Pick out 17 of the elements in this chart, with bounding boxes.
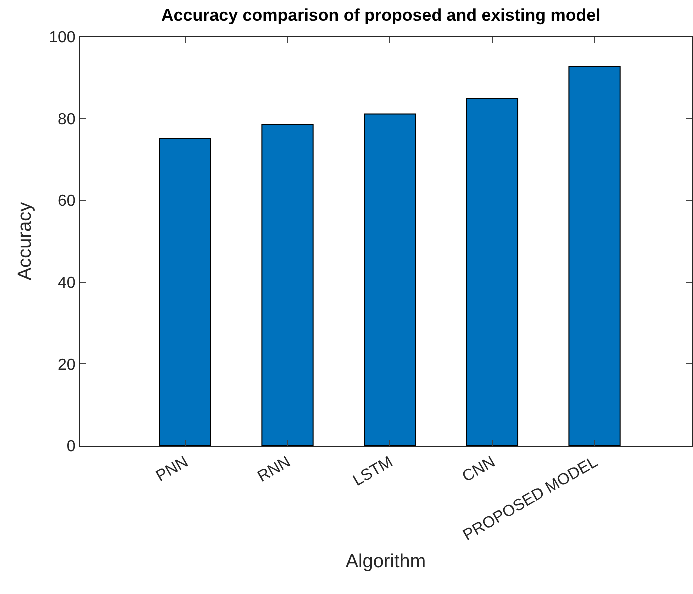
bar bbox=[466, 98, 519, 446]
x-tick-label: CNN bbox=[460, 454, 498, 486]
x-axis-title: Algorithm bbox=[346, 551, 426, 572]
y-tick-label: 0 bbox=[66, 438, 76, 456]
bar bbox=[568, 66, 621, 446]
x-tick-label: RNN bbox=[255, 454, 294, 486]
y-tick-label: 80 bbox=[58, 111, 76, 128]
y-tick-label: 20 bbox=[58, 356, 76, 374]
y-tick-label: 40 bbox=[58, 275, 76, 292]
chart-title: Accuracy comparison of proposed and existing model bbox=[162, 6, 601, 25]
y-tick-label: 60 bbox=[58, 193, 76, 210]
bar bbox=[262, 124, 314, 446]
bar bbox=[364, 114, 416, 446]
y-tick-label: 100 bbox=[49, 30, 76, 47]
bar bbox=[159, 138, 212, 446]
y-axis-title: Accuracy bbox=[14, 202, 36, 281]
x-tick-label: PNN bbox=[154, 454, 192, 486]
